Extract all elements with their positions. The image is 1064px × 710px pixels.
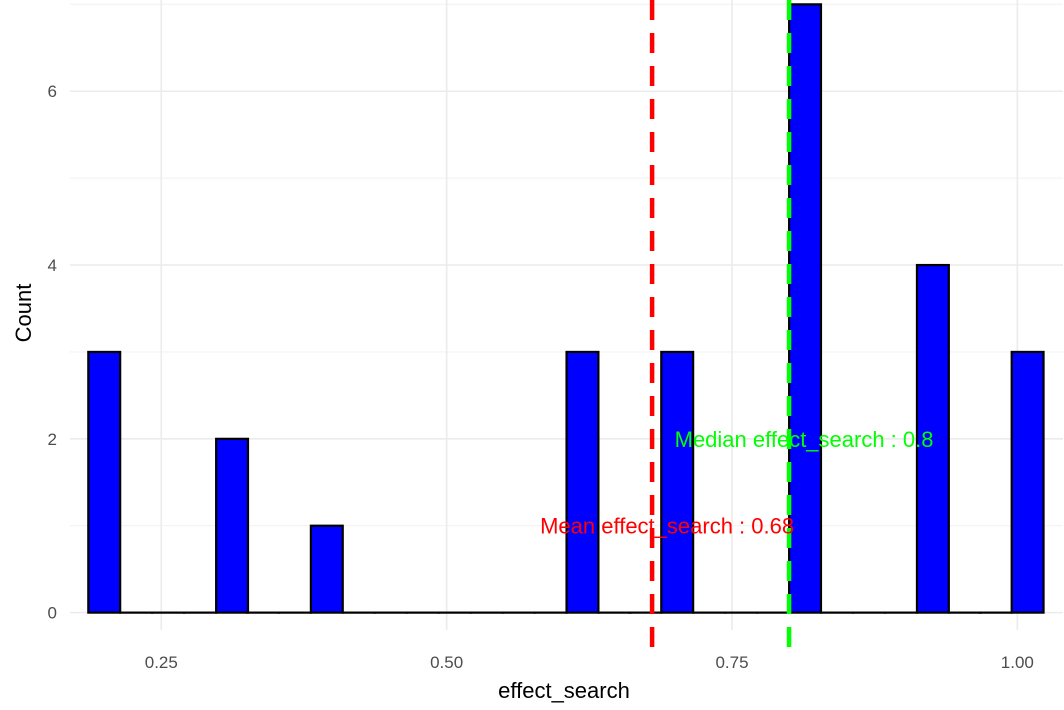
x-tick-label: 0.75 xyxy=(715,653,748,672)
y-tick-label: 4 xyxy=(48,256,57,275)
x-tick-label: 0.25 xyxy=(145,653,178,672)
histogram-bar xyxy=(788,3,823,614)
y-axis-ticks: 0 2 4 6 xyxy=(48,82,57,622)
mean-annotation: Mean effect_search : 0.68 xyxy=(540,514,794,539)
x-axis-ticks: 0.25 0.50 0.75 1.00 xyxy=(145,653,1034,672)
bars xyxy=(87,3,1045,614)
x-tick-label: 1.00 xyxy=(1001,653,1034,672)
histogram-bar xyxy=(915,263,950,614)
histogram-bar xyxy=(565,350,600,614)
y-tick-label: 6 xyxy=(48,82,57,101)
histogram-bar xyxy=(1010,350,1045,614)
reference-lines xyxy=(649,0,792,650)
annotations: Mean effect_search : 0.68 Median effect_s… xyxy=(540,427,933,539)
histogram-bar xyxy=(87,350,122,614)
median-annotation: Median effect_search : 0.8 xyxy=(675,427,934,452)
histogram-bar xyxy=(660,350,695,614)
histogram-bar xyxy=(309,524,344,614)
y-axis-title: Count xyxy=(11,284,36,343)
y-tick-label: 0 xyxy=(48,604,57,623)
y-tick-label: 2 xyxy=(48,430,57,449)
histogram-bar xyxy=(215,437,250,614)
x-tick-label: 0.50 xyxy=(430,653,463,672)
x-axis-title: effect_search xyxy=(498,678,630,703)
